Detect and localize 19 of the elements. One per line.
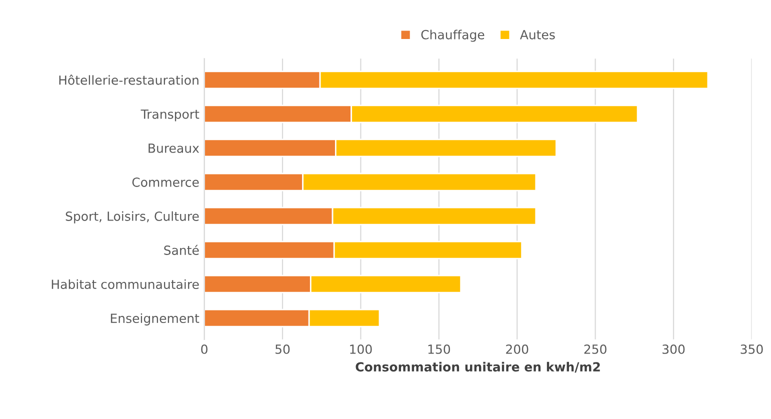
legend-label: Chauffage xyxy=(421,30,484,42)
x-axis-title: Consommation unitaire en kwh/m2 xyxy=(356,362,600,373)
y-tick-label: Santé xyxy=(164,244,199,255)
x-tick-label: 150 xyxy=(428,344,450,354)
y-tick-label: Transport xyxy=(140,110,200,122)
y-tick-label: Habitat communautaire xyxy=(52,279,199,290)
x-tick-label: 100 xyxy=(350,344,372,354)
legend-label: Autes xyxy=(520,30,555,40)
x-tick-label: 50 xyxy=(276,344,290,354)
x-tick-label: 350 xyxy=(740,344,763,354)
x-tick-label: 200 xyxy=(506,344,528,354)
y-tick-label: Sport, Loisirs, Culture xyxy=(66,211,199,224)
y-tick-label: Hôtellerie-restauration xyxy=(59,74,198,85)
x-tick-label: 300 xyxy=(662,344,685,354)
y-tick-label: Bureaux xyxy=(148,144,200,153)
y-tick-label: Enseignement xyxy=(110,313,200,326)
x-tick-label: 250 xyxy=(584,344,606,354)
y-tick-label: Commerce xyxy=(132,177,199,187)
x-tick-label: 0 xyxy=(201,344,208,354)
